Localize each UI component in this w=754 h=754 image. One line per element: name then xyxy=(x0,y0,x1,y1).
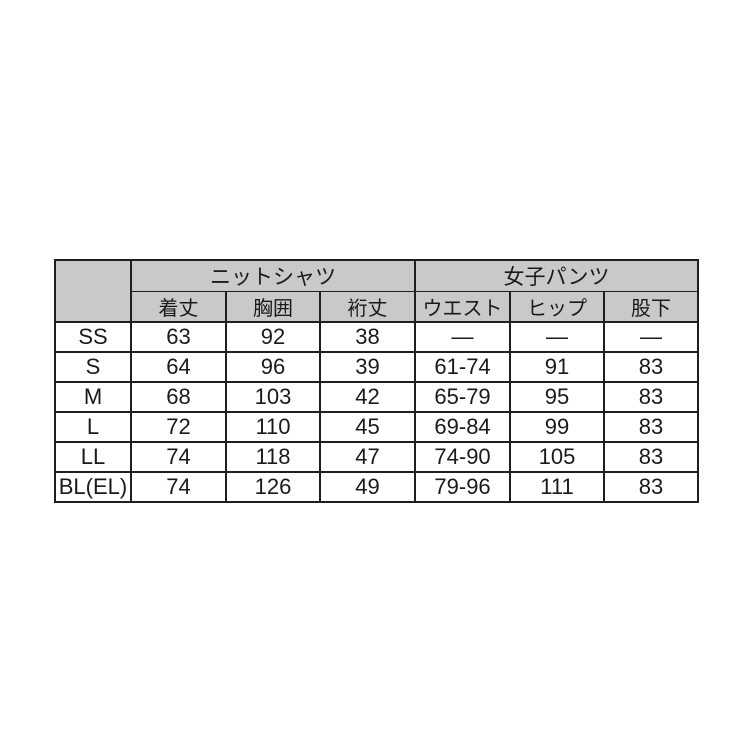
cell-value: 49 xyxy=(318,471,417,503)
cell-value: 72 xyxy=(130,411,227,443)
cell-value: 45 xyxy=(318,411,417,443)
cell-value: 47 xyxy=(318,441,417,473)
cell-value: — xyxy=(509,321,606,353)
cell-value: 61-74 xyxy=(414,351,512,383)
group-header-knit-shirt: ニットシャツ xyxy=(129,259,417,292)
column-header-body-length: 着丈 xyxy=(130,291,227,323)
cell-value: 64 xyxy=(130,351,227,383)
cell-value: 126 xyxy=(225,471,321,503)
table-row-l: L 72 110 45 69-84 99 83 xyxy=(54,411,700,443)
cell-value: 65-79 xyxy=(414,381,512,413)
cell-value: 69-84 xyxy=(414,411,512,443)
corner-cell xyxy=(54,259,132,323)
cell-value: — xyxy=(603,321,700,353)
cell-value: 83 xyxy=(603,381,700,413)
table-row-ll: LL 74 118 47 74-90 105 83 xyxy=(54,441,700,473)
table-row-s: S 64 96 39 61-74 91 83 xyxy=(54,351,700,383)
cell-value: 105 xyxy=(509,441,606,473)
cell-value: 42 xyxy=(318,381,417,413)
size-chart-table: ニットシャツ 女子パンツ 着丈 胸囲 裄丈 ウエスト ヒップ 股下 SS 63 … xyxy=(54,259,700,503)
cell-value: 103 xyxy=(225,381,321,413)
cell-value: 74 xyxy=(130,471,227,503)
column-header-waist: ウエスト xyxy=(414,291,512,323)
size-label: BL(EL) xyxy=(54,471,132,503)
group-header-womens-pants: 女子パンツ xyxy=(414,259,700,292)
size-label: M xyxy=(54,381,132,413)
cell-value: 95 xyxy=(509,381,606,413)
cell-value: 83 xyxy=(603,441,700,473)
size-label: SS xyxy=(54,321,132,353)
cell-value: 91 xyxy=(509,351,606,383)
column-header-sleeve: 裄丈 xyxy=(318,291,417,323)
cell-value: 38 xyxy=(318,321,417,353)
cell-value: 74-90 xyxy=(414,441,512,473)
cell-value: 74 xyxy=(130,441,227,473)
table-row-bl-el: BL(EL) 74 126 49 79-96 111 83 xyxy=(54,471,700,503)
cell-value: 39 xyxy=(318,351,417,383)
cell-value: — xyxy=(414,321,512,353)
cell-value: 79-96 xyxy=(414,471,512,503)
table-row-ss: SS 63 92 38 — — — xyxy=(54,321,700,353)
column-header-row: 着丈 胸囲 裄丈 ウエスト ヒップ 股下 xyxy=(55,291,700,323)
cell-value: 111 xyxy=(509,471,606,503)
size-label: LL xyxy=(54,441,132,473)
cell-value: 83 xyxy=(603,471,700,503)
column-header-inseam: 股下 xyxy=(603,291,700,323)
size-label: S xyxy=(54,351,132,383)
cell-value: 99 xyxy=(509,411,606,443)
cell-value: 63 xyxy=(130,321,227,353)
cell-value: 83 xyxy=(603,411,700,443)
cell-value: 92 xyxy=(225,321,321,353)
column-header-chest: 胸囲 xyxy=(225,291,321,323)
size-label: L xyxy=(54,411,132,443)
group-header-row: ニットシャツ 女子パンツ xyxy=(54,259,700,323)
table-row-m: M 68 103 42 65-79 95 83 xyxy=(54,381,700,413)
cell-value: 96 xyxy=(225,351,321,383)
cell-value: 118 xyxy=(225,441,321,473)
cell-value: 83 xyxy=(603,351,700,383)
cell-value: 110 xyxy=(225,411,321,443)
cell-value: 68 xyxy=(130,381,227,413)
column-header-hip: ヒップ xyxy=(509,291,606,323)
